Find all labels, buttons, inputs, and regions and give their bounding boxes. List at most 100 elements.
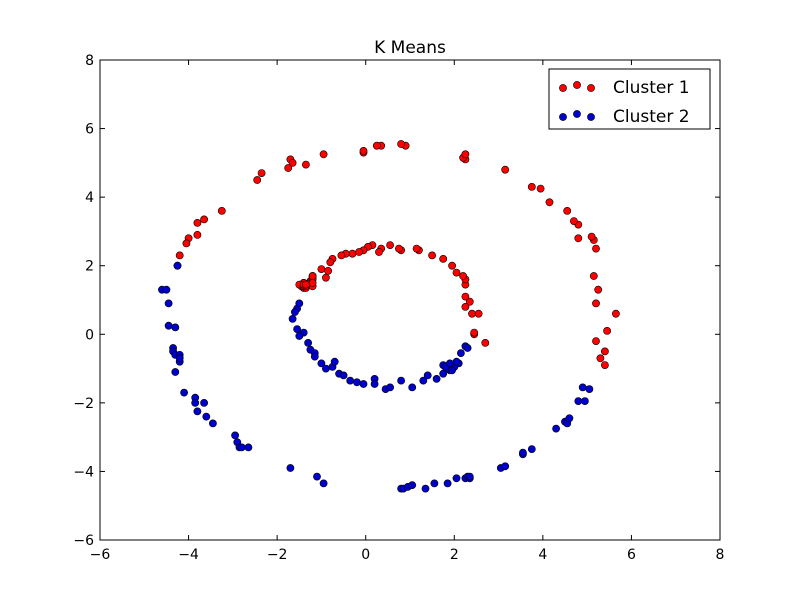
data-point-cluster-1 <box>301 280 310 289</box>
data-point-cluster-2 <box>574 397 583 405</box>
data-point-cluster-2 <box>397 376 405 385</box>
data-point-cluster-1 <box>288 158 297 167</box>
data-point-cluster-1 <box>355 248 363 256</box>
data-point-cluster-2 <box>295 332 304 340</box>
data-point-cluster-2 <box>286 464 295 472</box>
data-point-cluster-1 <box>324 266 332 275</box>
data-point-cluster-1 <box>596 354 605 363</box>
legend-marker-cluster-1 <box>559 84 567 92</box>
data-point-cluster-2 <box>164 321 173 330</box>
data-point-cluster-1 <box>397 140 405 148</box>
legend-label-cluster-2: Cluster 2 <box>613 107 690 127</box>
data-point-cluster-1 <box>321 273 330 282</box>
data-point-cluster-2 <box>293 325 301 333</box>
data-point-cluster-1 <box>257 169 266 177</box>
data-point-cluster-1 <box>284 164 293 172</box>
data-point-cluster-2 <box>408 383 417 392</box>
y-tick-label: 2 <box>85 259 94 275</box>
data-point-cluster-2 <box>290 308 299 316</box>
legend-marker-cluster-1 <box>573 81 581 89</box>
y-tick-label: 0 <box>85 327 94 343</box>
legend-label-cluster-1: Cluster 1 <box>613 78 690 98</box>
data-point-cluster-2 <box>501 462 510 471</box>
data-point-cluster-1 <box>375 248 383 256</box>
data-point-cluster-1 <box>574 234 583 243</box>
data-point-cluster-2 <box>448 366 456 375</box>
data-point-cluster-1 <box>182 239 191 248</box>
data-point-cluster-2 <box>310 352 319 361</box>
data-point-cluster-2 <box>452 474 461 483</box>
data-point-cluster-2 <box>527 445 536 453</box>
y-tick-label: −6 <box>73 533 94 549</box>
data-point-cluster-1 <box>592 299 600 308</box>
data-point-cluster-2 <box>421 484 430 493</box>
legend-box <box>548 68 711 130</box>
data-point-cluster-2 <box>419 376 428 385</box>
data-point-cluster-1 <box>594 285 603 294</box>
data-point-cluster-1 <box>439 254 448 263</box>
data-point-cluster-2 <box>552 424 560 433</box>
data-point-cluster-2 <box>319 479 328 488</box>
data-point-cluster-2 <box>423 371 432 380</box>
data-point-cluster-2 <box>304 338 312 347</box>
data-point-cluster-2 <box>171 368 180 376</box>
data-point-cluster-2 <box>202 412 211 421</box>
legend-marker-cluster-1 <box>587 84 595 92</box>
data-point-cluster-1 <box>481 338 490 347</box>
data-point-cluster-2 <box>443 479 452 488</box>
data-point-cluster-2 <box>465 472 474 481</box>
legend-marker-cluster-2 <box>559 113 567 121</box>
data-point-cluster-1 <box>459 272 467 280</box>
data-point-cluster-2 <box>164 299 173 308</box>
data-point-cluster-1 <box>461 302 470 311</box>
data-point-cluster-1 <box>193 218 202 227</box>
data-point-cluster-2 <box>208 419 217 428</box>
data-point-cluster-1 <box>592 337 600 345</box>
x-tick-label: 8 <box>716 547 725 563</box>
data-point-cluster-1 <box>193 230 202 239</box>
legend: Cluster 1 Cluster 2 <box>548 68 711 130</box>
data-point-cluster-2 <box>581 397 589 405</box>
data-point-cluster-2 <box>456 349 465 357</box>
data-point-cluster-2 <box>430 479 439 488</box>
data-point-cluster-2 <box>162 285 171 294</box>
data-point-cluster-1 <box>175 251 184 260</box>
axis-ticks: −6 −4 −2 0 2 4 6 8 −6 −4 −2 0 2 4 6 8 <box>73 53 724 563</box>
data-point-cluster-2 <box>175 354 184 363</box>
data-point-cluster-2 <box>317 359 326 368</box>
data-point-cluster-1 <box>337 251 346 260</box>
data-point-cluster-1 <box>448 261 456 270</box>
data-point-cluster-1 <box>527 182 536 191</box>
x-tick-label: 2 <box>450 547 459 563</box>
data-point-cluster-2 <box>191 398 200 407</box>
data-point-cluster-1 <box>587 232 596 241</box>
data-point-cluster-2 <box>295 299 304 308</box>
data-point-cluster-2 <box>288 314 297 323</box>
data-point-cluster-1 <box>394 244 403 253</box>
y-tick-label: −2 <box>73 396 94 412</box>
data-point-cluster-2 <box>244 443 253 452</box>
data-point-cluster-1 <box>461 292 470 301</box>
y-tick-label: 4 <box>85 190 94 206</box>
data-point-cluster-1 <box>601 361 609 369</box>
data-point-cluster-1 <box>465 297 474 306</box>
x-tick-label: 6 <box>627 547 636 563</box>
data-point-cluster-1 <box>359 146 368 155</box>
data-point-cluster-1 <box>348 249 357 258</box>
data-point-cluster-1 <box>470 328 479 337</box>
data-point-cluster-2 <box>386 383 394 392</box>
data-point-cluster-2 <box>452 357 461 366</box>
data-point-cluster-2 <box>173 261 182 270</box>
y-tick-label: −4 <box>73 464 94 480</box>
data-point-cluster-2 <box>565 414 574 423</box>
data-point-cluster-2 <box>171 323 180 332</box>
data-point-cluster-1 <box>386 241 394 249</box>
x-tick-label: −4 <box>178 547 199 563</box>
chart-title: K Means <box>374 38 446 58</box>
data-point-cluster-1 <box>474 309 483 318</box>
data-point-cluster-1 <box>592 244 600 253</box>
data-point-cluster-1 <box>412 244 421 253</box>
legend-marker-cluster-2 <box>573 110 581 118</box>
